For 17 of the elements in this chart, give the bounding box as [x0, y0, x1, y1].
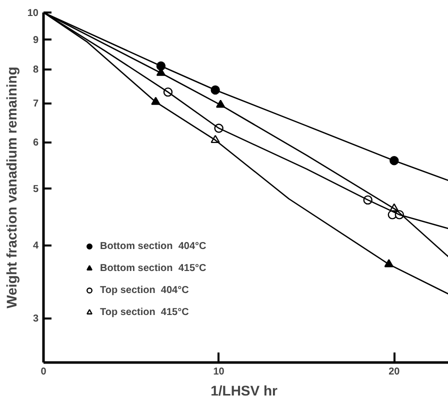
y-axis-title: Weight fraction vanadium remaining [3, 66, 20, 308]
legend-label: Top section 404°C [100, 284, 189, 296]
x-tick-label: 20 [388, 366, 400, 378]
x-tick-label: 0 [40, 366, 47, 378]
y-tick-label: 7 [32, 98, 39, 110]
y-tick-label: 5 [32, 184, 39, 196]
y-tick-label: 8 [32, 64, 39, 76]
y-tick-label: 4 [32, 240, 39, 252]
y-tick-label: 10 [27, 8, 39, 19]
x-axis-title: 1/LHSV hr [210, 382, 278, 398]
legend-label: Top section 415°C [100, 306, 189, 318]
x-tick-label: 10 [213, 366, 225, 378]
legend-label: Bottom section 415°C [100, 262, 206, 274]
y-tick-label: 3 [32, 314, 39, 325]
legend-label: Bottom section 404°C [100, 240, 206, 252]
y-tick-label: 6 [32, 138, 39, 149]
y-tick-label: 9 [32, 34, 39, 46]
